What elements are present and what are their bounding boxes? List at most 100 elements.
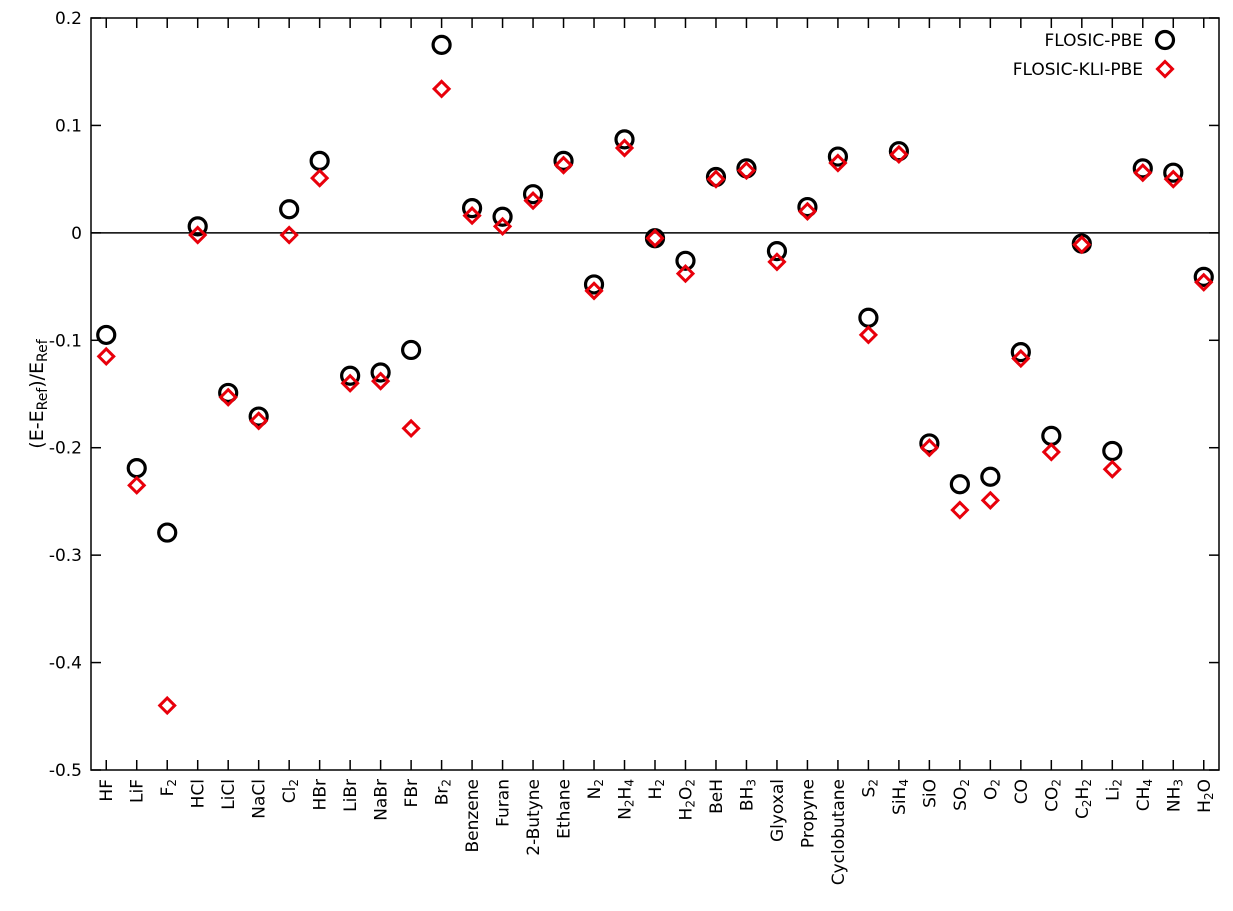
legend-marker [1154,29,1176,51]
data-point-circle [96,324,117,346]
legend: FLOSIC-PBE FLOSIC-KLI-PBE [1013,29,1176,80]
data-point-diamond [1011,348,1031,369]
x-category-label: Benzene [463,779,483,853]
x-category-label: H2O2 [676,779,697,820]
data-point-diamond [797,201,818,221]
data-point-circle [888,141,909,162]
data-point-diamond [553,155,574,175]
data-point-diamond [1194,272,1214,292]
data-point-diamond [980,490,1000,510]
data-point-diamond [310,168,330,188]
y-tick-label: 0.1 [55,116,82,136]
data-point-diamond [706,169,726,189]
data-point-circle [248,406,269,427]
data-point-diamond [401,418,421,438]
x-category-label: BeH [707,779,727,814]
x-category-label: LiBr [341,779,361,812]
data-point-circle [980,466,1001,487]
data-point-circle [919,433,940,454]
y-tick-label: -0.2 [49,439,82,459]
data-point-circle [583,274,605,295]
x-category-label: CH4 [1134,779,1155,811]
x-category-label: BH3 [737,779,758,811]
data-point-circle [218,382,239,404]
x-axis-ticks: HF LiF F2 HCl LiCl NaCl Cl2 HBr LiBr NaBr FBr Br2 Be… [97,18,1216,885]
x-category-label: SO2 [951,779,972,811]
x-category-label: Cl2 [280,779,301,803]
data-point-circle [1132,158,1153,179]
x-category-label: LiF [128,779,148,803]
legend-marker [1155,59,1175,79]
data-point-diamond [919,438,939,458]
data-point-diamond [249,411,269,431]
data-point-circle [157,522,178,543]
x-category-label: O2 [981,779,1002,800]
data-point-circle [1193,266,1214,288]
data-point-circle [614,129,635,150]
data-point-circle [827,146,849,167]
y-tick-label: -0.5 [49,761,82,781]
data-point-circle [1041,425,1062,446]
data-point-circle [553,150,574,171]
data-point-circle [187,216,208,237]
data-point-diamond [1072,235,1092,255]
x-category-label: N2 [585,779,606,799]
plot-frame [90,17,1220,771]
data-point-circle [279,199,300,220]
data-point-circle [492,206,513,227]
data-point-diamond [340,373,360,393]
data-point-diamond [1163,169,1183,189]
data-point-circle [370,362,391,383]
data-point-diamond [1041,442,1061,462]
data-point-diamond [828,153,848,173]
data-point-circle [522,184,544,205]
y-axis-label: (E-ERef)/ERef [26,338,51,448]
data-point-circle [126,458,147,479]
series-flosic-pbe [96,34,1214,543]
data-point-diamond [127,475,147,495]
x-category-label: NH3 [1164,779,1185,812]
x-category-label: HF [97,779,117,802]
x-category-label: NaBr [372,779,392,821]
x-category-label: HBr [311,779,331,810]
data-point-circle [797,196,818,218]
x-category-label: S2 [859,779,880,797]
data-point-circle [766,241,788,262]
x-category-label: SiO [920,779,940,808]
y-tick-label: -0.4 [49,654,82,674]
data-point-circle [1010,342,1031,363]
x-category-label: 2-Butyne [524,779,544,856]
data-point-circle [431,34,452,55]
y-tick-label: -0.3 [49,546,82,566]
y-tick-label: 0.2 [55,9,82,29]
data-point-circle [461,198,483,219]
data-point-circle [340,365,361,386]
data-point-circle [1163,162,1184,183]
data-point-circle [858,307,879,328]
data-point-diamond [218,387,238,407]
x-category-label: LiCl [219,779,239,810]
x-category-label: CO [1012,779,1032,804]
x-category-label: C2H2 [1073,779,1094,819]
x-category-label: SiH4 [890,779,911,815]
y-axis-ticks: 0.2 0.1 0 -0.1 -0.2 -0.3 -0.4 -0.5 [49,9,1219,781]
y-axis-title: (E-ERef)/ERef [26,338,51,448]
x-category-label: Br2 [433,779,454,805]
data-point-diamond [157,695,177,716]
x-category-label: Ethane [555,779,575,839]
x-category-label: NaCl [250,779,270,819]
data-point-diamond [889,144,909,165]
data-point-diamond [492,216,513,237]
series-flosic-kli-pbe [96,79,1214,716]
x-category-label: CO2 [1042,779,1063,812]
y-tick-label: 0 [71,224,82,244]
x-category-label: FBr [402,779,422,807]
x-category-label: N2H4 [616,779,637,820]
x-category-label: Cyclobutane [829,779,849,885]
data-point-diamond [645,228,665,248]
data-point-diamond [1133,163,1153,183]
data-point-diamond [279,225,299,245]
legend-label: FLOSIC-PBE [1045,31,1144,51]
data-point-diamond [736,160,757,181]
